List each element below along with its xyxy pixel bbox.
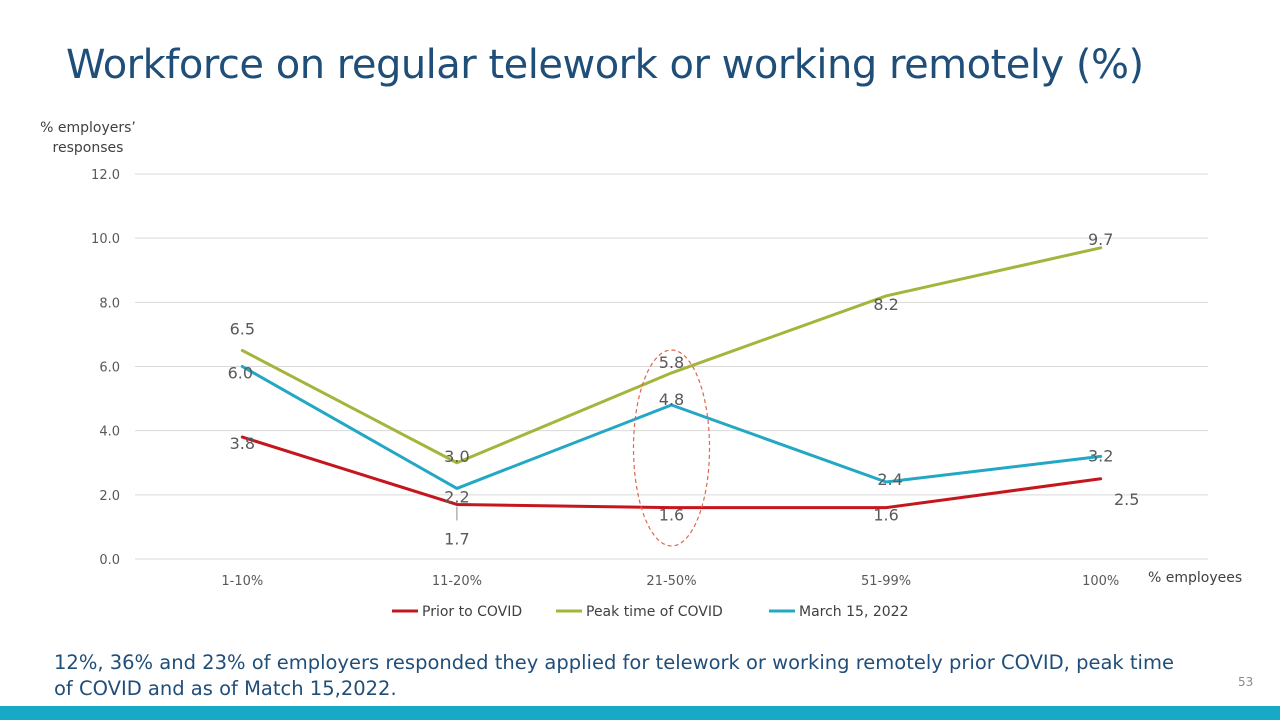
y-tick-label: 0.0 (99, 553, 120, 568)
x-tick-label: 100% (1082, 574, 1119, 589)
data-label-peak: 5.8 (659, 353, 684, 372)
data-label-prior: 1.6 (873, 506, 898, 525)
y-axis-label: % employers’ responses (40, 120, 136, 156)
y-axis-ticks: 0.0 2.0 4.0 6.0 8.0 10.0 12.0 (91, 168, 120, 568)
data-label-prior: 1.7 (444, 529, 469, 548)
data-label-peak: 3.0 (444, 447, 469, 466)
y-tick-label: 12.0 (91, 168, 120, 183)
data-label-peak: 9.7 (1088, 230, 1113, 249)
line-prior-to-covid (240, 435, 1103, 510)
grid-lines (135, 173, 1208, 560)
line-peak-time-of-covid (240, 246, 1103, 465)
legend: Prior to COVID Peak time of COVID March 15… (392, 604, 908, 620)
x-tick-label: 11-20% (432, 574, 482, 589)
x-axis-ticks: 1-10% 11-20% 21-50% 51-99% 100% (221, 574, 1119, 589)
x-axis-label: % employees (1148, 570, 1243, 586)
data-label-peak: 8.2 (873, 295, 898, 314)
highlight-ellipse-shape (632, 349, 711, 547)
data-label-march: 3.2 (1088, 446, 1113, 465)
x-tick-label: 21-50% (646, 574, 696, 589)
data-label-prior: 3.8 (230, 434, 255, 453)
data-labels: 3.8 1.7 1.6 1.6 2.5 6.5 3.0 5.8 8.2 9.7 6.0 2.2 4.8 2… (228, 230, 1140, 549)
page-number: 53 (1238, 675, 1254, 689)
data-label-march: 2.2 (444, 487, 469, 506)
data-label-march: 4.8 (659, 390, 684, 409)
y-tick-label: 4.0 (99, 425, 120, 440)
legend-item-prior-label: Prior to COVID (422, 604, 522, 620)
data-label-prior: 2.5 (1114, 490, 1139, 509)
y-tick-label: 10.0 (91, 232, 120, 247)
data-label-peak: 6.5 (230, 319, 255, 338)
page-title: Workforce on regular telework or working… (66, 42, 1144, 88)
data-label-march: 6.0 (228, 364, 253, 383)
data-label-march: 2.4 (877, 470, 902, 489)
series-lines (240, 246, 1103, 510)
line-march-15-2022 (240, 365, 1103, 490)
highlight-ellipse (632, 349, 711, 547)
y-tick-label: 8.0 (99, 296, 120, 311)
y-tick-label: 2.0 (99, 489, 120, 504)
legend-item-peak-label: Peak time of COVID (586, 604, 723, 620)
legend-item-march-label: March 15, 2022 (799, 604, 908, 620)
caption-text: 12%, 36% and 23% of employers responded … (54, 651, 1174, 700)
data-label-prior: 1.6 (659, 506, 684, 525)
y-tick-label: 6.0 (99, 361, 120, 376)
x-tick-label: 51-99% (861, 574, 911, 589)
bottom-accent-bar (0, 706, 1280, 720)
x-tick-label: 1-10% (221, 574, 263, 589)
